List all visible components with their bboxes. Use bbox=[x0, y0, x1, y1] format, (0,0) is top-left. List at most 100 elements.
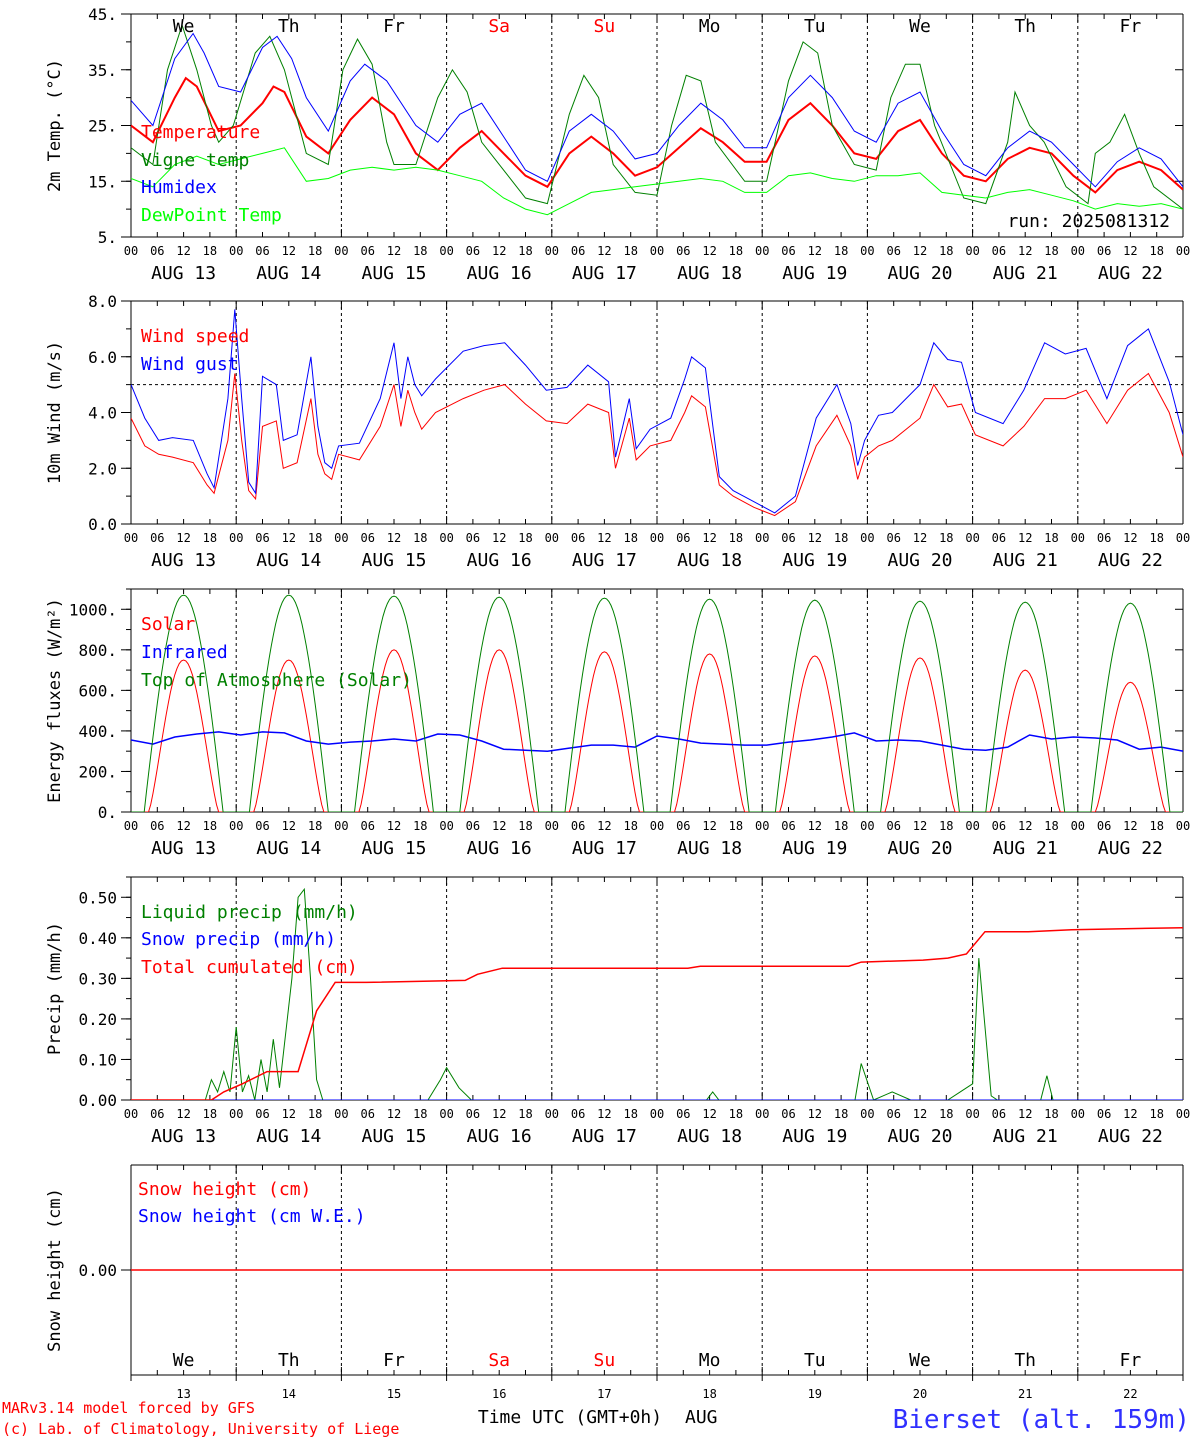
hour-tick-label: 06 bbox=[992, 531, 1006, 545]
series-line-2 bbox=[131, 594, 1183, 812]
date-label: AUG 22 bbox=[1098, 838, 1163, 859]
date-label: AUG 18 bbox=[677, 838, 742, 859]
hour-tick-label: 18 bbox=[729, 531, 743, 545]
hour-tick-label: 00 bbox=[229, 1107, 243, 1121]
hour-tick-label: 18 bbox=[1044, 244, 1058, 258]
date-number-label: 16 bbox=[492, 1387, 506, 1401]
date-label: AUG 21 bbox=[993, 263, 1058, 284]
hour-tick-label: 00 bbox=[1176, 244, 1190, 258]
hour-tick-label: 12 bbox=[492, 1107, 506, 1121]
hour-tick-label: 18 bbox=[308, 819, 322, 833]
hour-tick-label: 12 bbox=[176, 531, 190, 545]
hour-tick-label: 06 bbox=[886, 819, 900, 833]
date-number-label: 14 bbox=[282, 1387, 296, 1401]
y-tick-label: 400. bbox=[78, 722, 117, 741]
location-label: Bierset (alt. 159m) bbox=[893, 1405, 1190, 1435]
legend-entry: Snow precip (mm/h) bbox=[141, 929, 336, 950]
hour-tick-label: 00 bbox=[965, 819, 979, 833]
hour-tick-label: 06 bbox=[150, 531, 164, 545]
hour-tick-label: 00 bbox=[545, 531, 559, 545]
hour-tick-label: 00 bbox=[755, 531, 769, 545]
hour-tick-label: 00 bbox=[755, 1107, 769, 1121]
series-group bbox=[131, 594, 1183, 812]
hour-tick-label: 06 bbox=[571, 1107, 585, 1121]
legend-entry: Wind speed bbox=[141, 326, 249, 347]
y-tick-label: 800. bbox=[78, 641, 117, 660]
hour-tick-label: 00 bbox=[860, 1107, 874, 1121]
hour-tick-label: 06 bbox=[886, 1107, 900, 1121]
hour-tick-label: 18 bbox=[1149, 1107, 1163, 1121]
hour-tick-label: 00 bbox=[1176, 1107, 1190, 1121]
hour-tick-label: 18 bbox=[518, 1107, 532, 1121]
credit-line-2: (c) Lab. of Climatology, University of L… bbox=[2, 1420, 399, 1438]
hour-tick-label: 12 bbox=[702, 819, 716, 833]
hour-tick-label: 18 bbox=[729, 244, 743, 258]
y-tick-label: 0. bbox=[98, 803, 117, 822]
date-label: AUG 13 bbox=[151, 263, 216, 284]
y-tick-label: 5. bbox=[98, 228, 117, 247]
series-line-1 bbox=[131, 731, 1183, 752]
date-number-label: 13 bbox=[176, 1387, 190, 1401]
y-tick-label: 4.0 bbox=[88, 404, 117, 423]
hour-tick-label: 06 bbox=[781, 531, 795, 545]
hour-tick-label: 06 bbox=[150, 819, 164, 833]
hour-tick-label: 06 bbox=[150, 244, 164, 258]
date-label: AUG 19 bbox=[782, 1126, 847, 1147]
run-annotation: run: 2025081312 bbox=[1007, 211, 1170, 232]
hour-tick-label: 06 bbox=[255, 244, 269, 258]
hour-tick-label: 18 bbox=[939, 1107, 953, 1121]
hour-tick-label: 06 bbox=[676, 531, 690, 545]
y-tick-label: 1000. bbox=[69, 600, 117, 619]
hour-tick-label: 12 bbox=[702, 531, 716, 545]
hour-tick-label: 00 bbox=[650, 531, 664, 545]
series-line-0 bbox=[131, 887, 1183, 1100]
day-name-label: Tu bbox=[804, 16, 826, 37]
hour-tick-label: 12 bbox=[808, 531, 822, 545]
legend-entry: Wind gust bbox=[141, 354, 239, 375]
hour-tick-label: 12 bbox=[808, 244, 822, 258]
hour-tick-label: 12 bbox=[702, 244, 716, 258]
hour-tick-label: 00 bbox=[124, 1107, 138, 1121]
y-tick-label: 2.0 bbox=[88, 459, 117, 478]
hour-tick-label: 18 bbox=[203, 244, 217, 258]
hour-tick-label: 12 bbox=[492, 819, 506, 833]
hour-tick-label: 12 bbox=[1123, 1107, 1137, 1121]
hour-tick-label: 00 bbox=[860, 531, 874, 545]
date-label: AUG 14 bbox=[256, 1126, 321, 1147]
hour-tick-label: 00 bbox=[439, 1107, 453, 1121]
y-tick-label: 0.0 bbox=[88, 515, 117, 534]
date-number-label: 15 bbox=[387, 1387, 401, 1401]
hour-tick-label: 06 bbox=[360, 819, 374, 833]
hour-tick-label: 18 bbox=[1149, 531, 1163, 545]
date-number-label: 17 bbox=[597, 1387, 611, 1401]
day-name-label: Fr bbox=[383, 1350, 405, 1371]
hour-tick-label: 06 bbox=[360, 244, 374, 258]
hour-tick-label: 06 bbox=[992, 244, 1006, 258]
date-number-label: 19 bbox=[808, 1387, 822, 1401]
date-label: AUG 20 bbox=[887, 1126, 952, 1147]
date-label: AUG 19 bbox=[782, 838, 847, 859]
hour-tick-label: 06 bbox=[255, 1107, 269, 1121]
panel-0: 5. 15. 25. 35. 45. 2m Temp. (°C) Temperature Vi… bbox=[45, 5, 1190, 284]
hour-tick-label: 06 bbox=[571, 819, 585, 833]
hour-tick-label: 18 bbox=[1044, 819, 1058, 833]
hour-tick-label: 00 bbox=[650, 244, 664, 258]
y-axis-label: 10m Wind (m/s) bbox=[45, 341, 65, 484]
hour-tick-label: 00 bbox=[860, 244, 874, 258]
hour-tick-label: 18 bbox=[308, 1107, 322, 1121]
day-name-label: Th bbox=[1014, 1350, 1036, 1371]
panel-4: 0.00 Snow height (cm) Snow height (cm) Snow… bbox=[45, 1164, 1184, 1376]
hour-tick-label: 00 bbox=[545, 1107, 559, 1121]
hour-tick-label: 00 bbox=[1071, 1107, 1085, 1121]
hour-tick-label: 00 bbox=[545, 819, 559, 833]
hour-tick-label: 06 bbox=[886, 244, 900, 258]
x-axis-label: Time UTC (GMT+0h) bbox=[478, 1407, 662, 1428]
y-tick-label: 15. bbox=[88, 172, 117, 191]
hour-tick-label: 18 bbox=[623, 819, 637, 833]
series-group bbox=[131, 887, 1183, 1100]
y-tick-label: 0.00 bbox=[78, 1261, 117, 1280]
hour-tick-label: 06 bbox=[676, 244, 690, 258]
legend-entry: Solar bbox=[141, 614, 195, 635]
date-label: AUG 20 bbox=[887, 550, 952, 571]
hour-tick-label: 12 bbox=[808, 819, 822, 833]
